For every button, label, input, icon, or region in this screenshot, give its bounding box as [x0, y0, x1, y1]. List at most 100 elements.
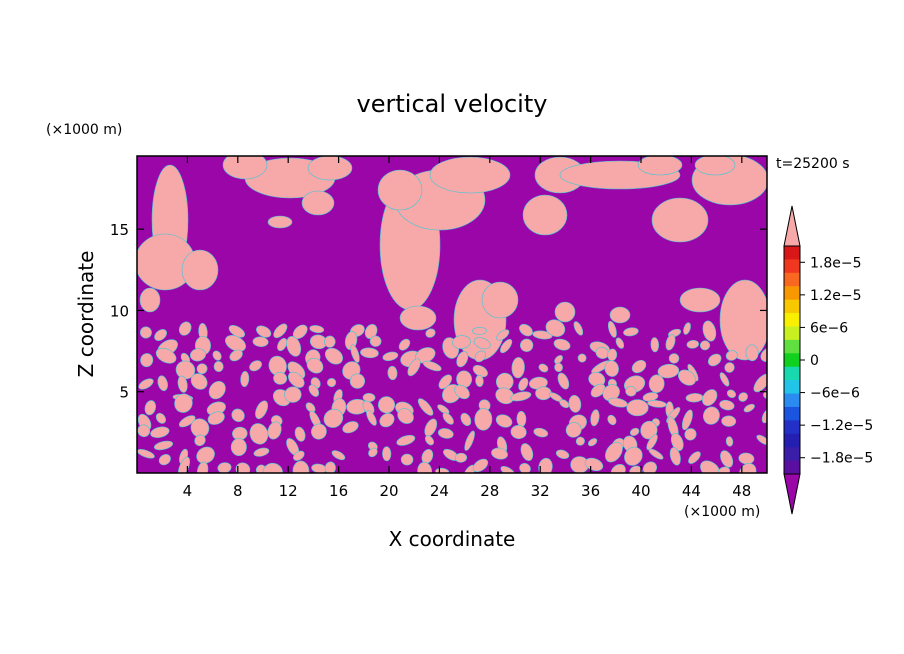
updraft-cell — [738, 392, 748, 402]
updraft-cell — [231, 408, 245, 422]
updraft-cell — [700, 460, 721, 473]
x-tick-label: 8 — [233, 482, 243, 500]
updraft-cell — [624, 446, 643, 466]
plot-frame — [136, 155, 768, 474]
updraft-cell — [640, 420, 658, 440]
updraft-cell — [702, 320, 717, 342]
updraft-cell — [230, 438, 247, 457]
updraft-cell — [491, 447, 508, 460]
updraft-cell — [324, 347, 343, 365]
updraft-cell — [532, 330, 553, 340]
updraft-cell — [518, 377, 529, 391]
updraft-cell — [519, 323, 533, 337]
colorbar-level — [784, 299, 800, 314]
updraft-cell — [196, 446, 215, 464]
updraft-cell — [178, 321, 192, 336]
updraft-cell — [456, 351, 469, 368]
updraft-cell — [252, 336, 269, 347]
updraft-cell — [684, 428, 697, 441]
updraft-cell — [629, 465, 643, 473]
updraft-cell — [605, 441, 623, 463]
x-tick-label: 28 — [480, 482, 499, 500]
updraft-cell — [545, 319, 566, 337]
updraft-cell — [155, 412, 167, 424]
updraft-cell — [575, 436, 585, 446]
updraft-cell — [189, 348, 206, 362]
updraft-cell — [207, 411, 225, 425]
updraft-cell — [590, 383, 606, 398]
updraft-cell — [610, 464, 626, 473]
updraft-cell — [144, 400, 156, 416]
updraft-cell — [499, 338, 513, 354]
updraft-cell — [382, 446, 392, 462]
updraft-cell — [155, 347, 177, 364]
updraft-cell — [362, 392, 376, 403]
updraft-cell — [472, 458, 489, 473]
updraft-cell — [464, 430, 475, 451]
colorbar-tick-label: −6e−6 — [810, 386, 860, 402]
x-tick-label: 32 — [531, 482, 550, 500]
updraft-cell — [625, 386, 637, 397]
updraft-cell — [256, 325, 272, 338]
y-tick-label: 15 — [110, 221, 129, 239]
colorbar-level — [784, 259, 800, 274]
colorbar-level — [784, 326, 800, 341]
updraft-cell — [554, 355, 563, 364]
colorbar: 1.8e−5 1.2e−5 6e−6 0 −6e−6 −1.2e−5 −1.8e−5 — [783, 205, 873, 515]
updraft-cell — [305, 402, 316, 413]
updraft-cell — [510, 391, 532, 402]
updraft-cell — [474, 350, 486, 363]
updraft-cell — [154, 329, 167, 341]
updraft-cell — [407, 358, 421, 377]
updraft-cell — [327, 378, 337, 388]
updraft-cell — [719, 372, 730, 387]
updraft-cell — [178, 415, 196, 428]
updraft-cell — [584, 457, 604, 472]
updraft-cell — [400, 453, 414, 466]
updraft-cell — [398, 338, 411, 351]
updraft-cell — [607, 414, 617, 426]
updraft-cell — [417, 398, 434, 416]
updraft-cell — [604, 360, 619, 377]
x-tick-label: 12 — [279, 482, 298, 500]
updraft-cell — [495, 414, 513, 428]
plot-area — [137, 156, 767, 473]
updraft-cell — [438, 374, 453, 390]
updraft-cell — [719, 399, 735, 411]
updraft-cell — [753, 373, 767, 393]
updraft-cell — [553, 338, 571, 351]
updraft-cell — [399, 305, 437, 331]
updraft-cell — [366, 410, 377, 426]
updraft-cell — [669, 447, 681, 466]
updraft-cell — [677, 369, 696, 386]
updraft-cell — [294, 426, 306, 442]
updraft-cell — [212, 350, 222, 361]
updraft-cell — [331, 450, 346, 461]
updraft-cell — [157, 375, 168, 392]
updraft-cell — [743, 403, 755, 413]
updraft-cell — [249, 423, 269, 445]
y-tick-label: 5 — [119, 384, 129, 402]
updraft-cell — [522, 194, 568, 236]
updraft-cell — [153, 440, 174, 451]
y-ticks: 5 10 15 — [110, 221, 767, 402]
updraft-cell — [568, 394, 582, 413]
updraft-cell — [368, 447, 378, 458]
updraft-cell — [323, 408, 344, 428]
updraft-cell — [139, 287, 161, 313]
colorbar-level — [784, 272, 800, 287]
updraft-cell — [369, 335, 382, 347]
updraft-cell — [277, 337, 288, 352]
updraft-cell — [424, 435, 435, 446]
chart-title: vertical velocity — [357, 90, 548, 118]
updraft-cell — [139, 326, 152, 339]
updraft-cell — [194, 434, 206, 447]
updraft-cell — [181, 249, 219, 291]
updraft-cell — [301, 190, 335, 216]
updraft-cell — [702, 389, 718, 407]
updraft-cell — [535, 386, 552, 401]
updraft-cell — [442, 412, 454, 425]
updraft-cell — [694, 156, 736, 176]
updraft-cell — [350, 344, 360, 363]
updraft-cell — [140, 353, 154, 368]
